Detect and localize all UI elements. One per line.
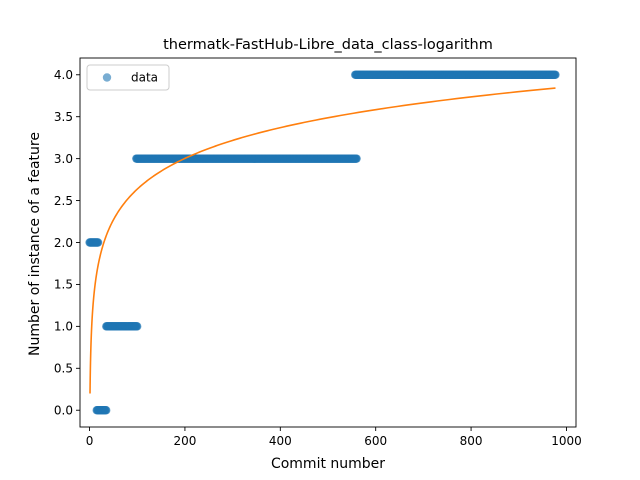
x-tick-label: 1000 [551,434,582,448]
y-tick-label: 2.0 [54,236,73,250]
x-tick-label: 0 [86,434,94,448]
y-tick-label: 3.5 [54,110,73,124]
data-point [551,70,560,79]
data-point [352,154,361,163]
y-tick-label: 1.0 [54,320,73,334]
y-tick-label: 0.5 [54,362,73,376]
x-tick-label: 400 [269,434,292,448]
data-point [102,406,111,415]
y-tick-label: 1.5 [54,278,73,292]
y-tick-label: 3.0 [54,152,73,166]
legend-marker [102,73,112,82]
x-tick-label: 800 [460,434,483,448]
chart-title: thermatk-FastHub-Libre_data_class-logari… [163,37,493,53]
data-point [93,238,103,247]
x-tick-label: 200 [173,434,196,448]
plot-area: 0 200 400 600 800 1000 0.0 0.5 1.0 1.5 2.0 2.5 3.0 3.… [54,57,582,448]
y-tick-label: 2.5 [54,194,73,208]
legend: data [86,64,170,91]
y-tick-label: 4.0 [54,68,73,82]
x-axis-label: Commit number [271,456,385,472]
y-tick-label: 0.0 [54,404,73,418]
legend-label: data [131,71,158,85]
y-axis-label: Number of instance of a feature [27,132,43,356]
data-point [133,322,142,331]
x-tick-label: 600 [364,434,387,448]
fit-line [89,87,556,394]
legend-box [86,64,170,91]
